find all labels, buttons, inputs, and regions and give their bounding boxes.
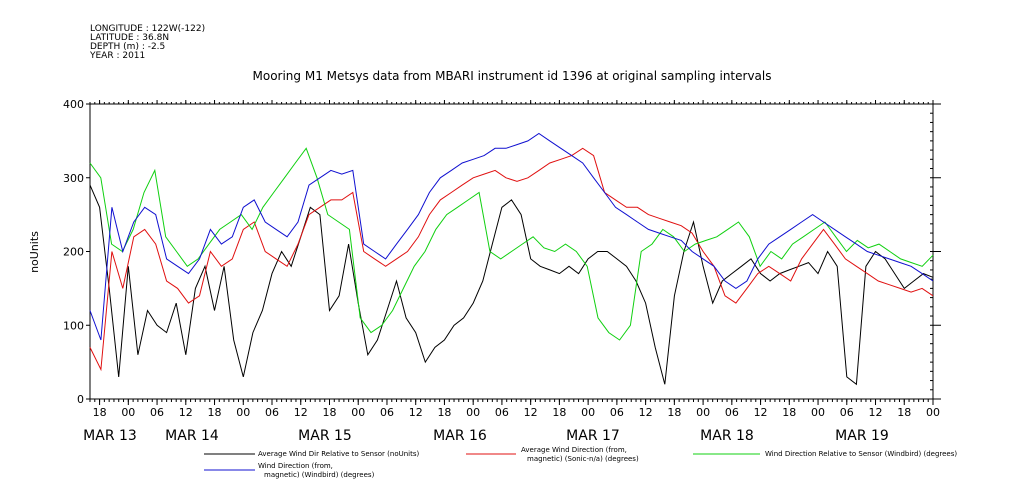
x-tick-label: 06 (840, 406, 854, 419)
legend-label-2: Wind Direction Relative to Sensor (Windb… (765, 450, 957, 458)
chart-title: Mooring M1 Metsys data from MBARI instru… (253, 69, 772, 83)
y-tick-label: 100 (63, 319, 84, 332)
y-tick-label: 300 (63, 172, 84, 185)
x-tick-labels: 18 00 06 12 18 00 06 12 18 00 06 12 18 00 06 12 18 00 06 12… (93, 406, 940, 419)
axis-ticks (86, 100, 941, 405)
day-label: MAR 18 (700, 428, 754, 444)
depth-label: DEPTH (m) : -2.5 (90, 42, 165, 52)
x-tick-label: 18 (93, 406, 107, 419)
x-tick-label: 00 (696, 406, 710, 419)
x-tick-label: 18 (897, 406, 911, 419)
legend-label-0: Average Wind Dir Relative to Sensor (noU… (258, 450, 419, 458)
x-tick-label: 18 (667, 406, 681, 419)
x-tick-label: 06 (610, 406, 624, 419)
x-tick-label: 00 (581, 406, 595, 419)
y-tick-label: 0 (77, 393, 84, 406)
legend-label-3-line2: magnetic) (Windbird) (degrees) (264, 471, 375, 479)
series-line-2 (89, 147, 934, 341)
x-tick-label: 12 (409, 406, 423, 419)
y-axis-label: noUnits (28, 231, 41, 273)
legend-label-3: Wind Direction (from, (258, 462, 333, 470)
series-line-1 (89, 147, 934, 372)
x-tick-label: 06 (495, 406, 509, 419)
x-tick-label: 00 (236, 406, 250, 419)
day-label: MAR 17 (566, 428, 620, 444)
y-tick-labels: 0 100 200 300 400 (63, 98, 84, 406)
x-tick-label: 12 (754, 406, 768, 419)
x-tick-label: 12 (294, 406, 308, 419)
day-label: MAR 16 (433, 428, 487, 444)
x-tick-label: 06 (725, 406, 739, 419)
x-tick-label: 18 (437, 406, 451, 419)
day-label: MAR 13 (83, 428, 137, 444)
x-tick-label: 00 (926, 406, 940, 419)
x-tick-label: 00 (351, 406, 365, 419)
x-tick-label: 06 (150, 406, 164, 419)
x-tick-label: 18 (208, 406, 222, 419)
longitude-label: LONGITUDE : 122W(-122) (90, 24, 205, 34)
series-lines (89, 132, 934, 386)
year-label: YEAR : 2011 (89, 51, 145, 61)
latitude-label: LATITUDE : 36.8N (90, 33, 169, 43)
day-label: MAR 19 (835, 428, 889, 444)
legend-label-1-line2: magnetic) (Sonic-n/a) (degrees) (527, 455, 639, 463)
x-tick-label: 18 (322, 406, 336, 419)
legend: Average Wind Dir Relative to Sensor (noU… (204, 446, 957, 479)
x-tick-label: 00 (121, 406, 135, 419)
x-tick-label: 06 (380, 406, 394, 419)
legend-label-1: Average Wind Direction (from, (521, 446, 627, 454)
x-tick-label: 18 (782, 406, 796, 419)
x-tick-label: 12 (524, 406, 538, 419)
series-line-3 (89, 132, 934, 341)
x-tick-label: 12 (869, 406, 883, 419)
day-labels: MAR 13 MAR 14 MAR 15 MAR 16 MAR 17 MAR 18 MAR … (83, 428, 889, 444)
day-label: MAR 15 (298, 428, 352, 444)
x-tick-label: 12 (639, 406, 653, 419)
y-tick-label: 400 (63, 98, 84, 111)
x-tick-label: 00 (811, 406, 825, 419)
y-tick-label: 200 (63, 246, 84, 259)
x-tick-label: 18 (552, 406, 566, 419)
x-tick-label: 12 (179, 406, 193, 419)
x-tick-label: 06 (265, 406, 279, 419)
series-line-0 (89, 184, 934, 386)
day-label: MAR 14 (165, 428, 219, 444)
x-tick-label: 00 (466, 406, 480, 419)
